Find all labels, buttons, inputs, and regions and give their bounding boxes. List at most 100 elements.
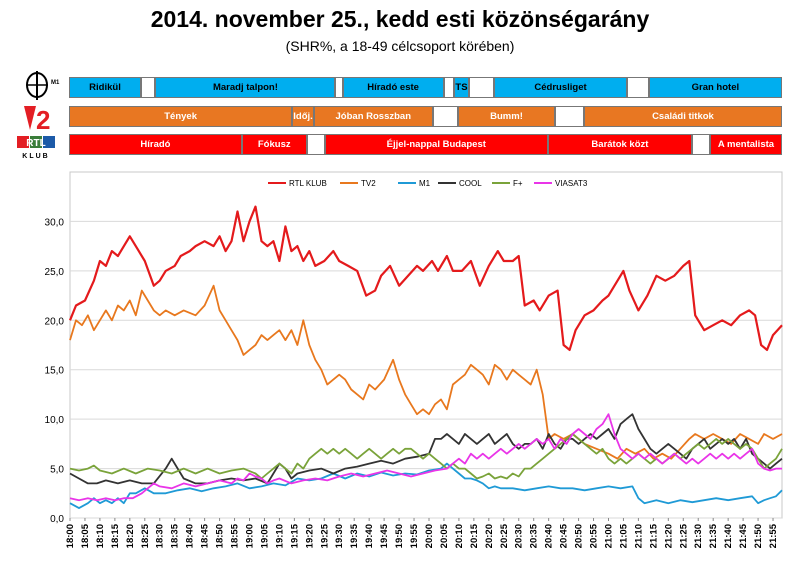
- program-block: Híradó este: [342, 77, 444, 98]
- program-block: Jóban Rosszban: [313, 106, 433, 127]
- program-block: Fókusz: [241, 134, 307, 155]
- schedule-gap: [432, 106, 458, 127]
- chart-title: 2014. november 25., kedd esti közönségar…: [150, 6, 650, 32]
- m1-logo: M1: [20, 71, 66, 101]
- x-tick-label: 19:10: [274, 524, 285, 548]
- x-tick-label: 18:35: [170, 523, 181, 548]
- x-tick-label: 18:25: [140, 523, 151, 548]
- tv2-logo: 2: [22, 104, 62, 135]
- x-tick-label: 20:45: [559, 523, 570, 548]
- x-tick-label: 21:35: [708, 523, 719, 548]
- program-block: Bumm!: [457, 106, 556, 127]
- schedule-row-m1: Ridikül Maradj talpon! Híradó este TS Cédrus…: [69, 77, 782, 100]
- x-tick-label: 21:05: [618, 523, 629, 548]
- x-tick-label: 21:25: [678, 523, 689, 548]
- x-tick-label: 18:00: [65, 524, 76, 548]
- x-tick-label: 19:05: [259, 523, 270, 548]
- x-tick-label: 18:50: [215, 524, 226, 548]
- x-tick-label: 18:45: [200, 523, 211, 548]
- x-tick-label: 20:10: [454, 524, 465, 548]
- program-block: Gran hotel: [648, 77, 782, 98]
- m1-logo-icon: M1: [26, 71, 60, 100]
- y-tick-label: 10,0: [45, 415, 65, 426]
- x-tick-label: 21:40: [723, 524, 734, 548]
- x-tick-label: 20:40: [544, 524, 555, 548]
- series-line-cool: [69, 413, 783, 485]
- x-tick-label: 18:15: [110, 523, 121, 548]
- x-tick-label: 18:20: [125, 524, 136, 548]
- schedule-row-rtl: Híradó Fókusz Éjjel-nappal Budapest Barátok…: [69, 134, 782, 157]
- schedule-gap: [141, 77, 156, 98]
- x-tick-label: 18:10: [95, 524, 106, 548]
- program-block: TS: [454, 77, 469, 98]
- legend-label: F+: [513, 179, 523, 188]
- rtl-klub-logo-icon: RTL KLUB: [17, 136, 55, 160]
- y-tick-label: 0,0: [50, 514, 64, 525]
- legend-label: M1: [419, 179, 431, 188]
- y-tick-label: 5,0: [50, 465, 64, 476]
- program-block: Ridikül: [69, 77, 142, 98]
- x-tick-label: 19:50: [394, 524, 405, 548]
- x-tick-label: 21:15: [648, 523, 659, 548]
- tv2-logo-text: 2: [36, 105, 50, 132]
- x-tick-label: 20:20: [484, 524, 495, 548]
- x-tick-label: 18:55: [230, 523, 241, 548]
- x-tick-label: 19:55: [409, 523, 420, 548]
- rtl-logo-text: RTL: [26, 138, 45, 149]
- legend-label: TV2: [361, 179, 376, 188]
- x-tick-label: 20:30: [514, 524, 525, 548]
- program-block: Cédrusliget: [493, 77, 628, 98]
- schedule-gap: [335, 77, 343, 98]
- program-block: Barátok közt: [547, 134, 692, 155]
- schedule-gap: [627, 77, 649, 98]
- chart-subtitle: (SHR%, a 18-49 célcsoport körében): [285, 38, 515, 54]
- tv2-logo-icon: 2: [24, 105, 50, 135]
- x-tick-label: 21:20: [663, 524, 674, 548]
- chart-area: 0,0 5,0 10,0 15,0 20,0 25,0 30,0 18:00 18:05 18:1…: [20, 162, 795, 565]
- program-block: Időj.: [292, 106, 314, 127]
- schedule-row-tv2: Tények Időj. Jóban Rosszban Bumm! Családi ti…: [69, 106, 782, 129]
- legend-label: RTL KLUB: [289, 179, 327, 188]
- legend-label: VIASAT3: [555, 179, 588, 188]
- x-tick-label: 21:00: [603, 524, 614, 548]
- series-line-tv2: [69, 284, 783, 460]
- program-block: A mentalista: [709, 134, 782, 155]
- x-tick-label: 19:30: [334, 524, 345, 548]
- x-tick-label: 20:00: [424, 524, 435, 548]
- program-block: Híradó: [69, 134, 242, 155]
- x-tick-label: 19:20: [304, 524, 315, 548]
- x-tick-label: 21:50: [753, 524, 764, 548]
- series-line-viasat3: [69, 413, 782, 502]
- program-block: Éjjel-nappal Budapest: [324, 134, 548, 155]
- y-tick-label: 20,0: [45, 316, 65, 327]
- legend-label: COOL: [459, 179, 482, 188]
- x-tick-label: 21:30: [693, 524, 704, 548]
- x-tick-label: 19:00: [244, 524, 255, 548]
- y-tick-label: 15,0: [45, 366, 65, 377]
- x-tick-label: 20:55: [589, 523, 600, 548]
- x-tick-label: 20:05: [439, 523, 450, 548]
- program-block: Maradj talpon!: [155, 77, 336, 98]
- schedule-gap: [443, 77, 455, 98]
- x-tick-label: 19:35: [349, 523, 360, 548]
- x-tick-label: 20:15: [469, 523, 480, 548]
- x-tick-label: 20:25: [499, 523, 510, 548]
- x-tick-label: 21:55: [768, 523, 779, 548]
- y-tick-label: 25,0: [45, 267, 65, 278]
- rtl-klub-logo: RTL KLUB: [16, 135, 64, 161]
- x-tick-label: 19:40: [364, 524, 375, 548]
- x-tick-label: 21:10: [633, 524, 644, 548]
- klub-logo-text: KLUB: [22, 153, 49, 160]
- program-block: Tények: [69, 106, 293, 127]
- program-block: Családi titkok: [583, 106, 782, 127]
- schedule-gap: [468, 77, 494, 98]
- x-tick-label: 20:35: [529, 523, 540, 548]
- y-tick-label: 30,0: [45, 217, 65, 228]
- series-line-rtl-klub: [68, 205, 783, 351]
- x-tick-label: 20:50: [574, 524, 585, 548]
- x-tick-label: 19:15: [289, 523, 300, 548]
- x-tick-label: 19:25: [319, 523, 330, 548]
- x-tick-label: 18:05: [80, 523, 91, 548]
- x-tick-label: 18:30: [155, 524, 166, 548]
- schedule-gap: [555, 106, 584, 127]
